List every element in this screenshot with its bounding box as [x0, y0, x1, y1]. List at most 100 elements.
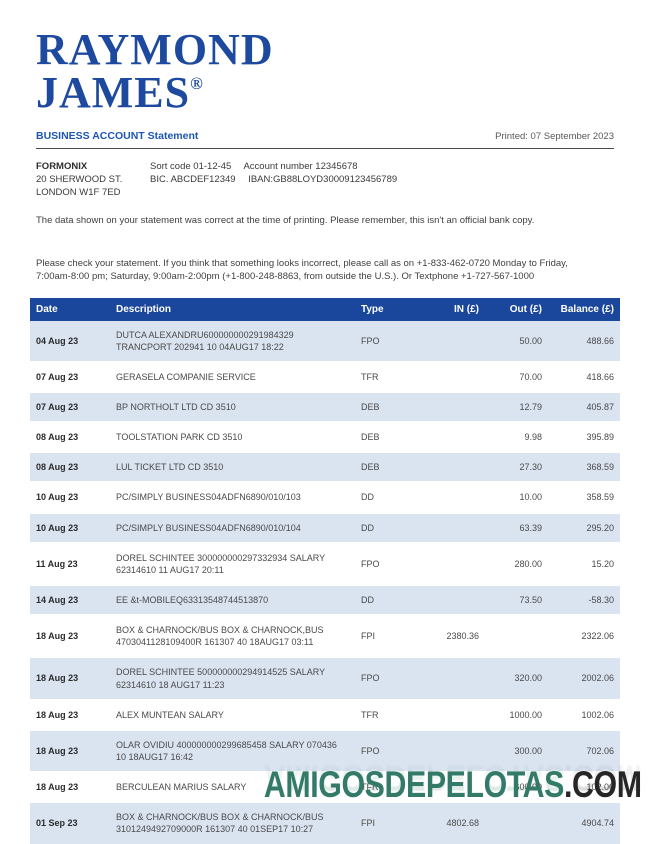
txn-description: PC/SIMPLY BUSINESS04ADFN6890/010/104 [110, 512, 355, 544]
txn-description: BERCULEAN MARIUS SALARY [110, 772, 355, 804]
txn-type: FPO [355, 320, 425, 363]
txn-type: FPI [355, 615, 425, 659]
txn-description: BP NORTHOLT LTD CD 3510 [110, 391, 355, 424]
watermark-brand: AMIGOSDEPELOTAS [264, 764, 565, 805]
table-row: 18 Aug 23 ALEX MUNTEAN SALARY TFR 1000.0… [30, 699, 620, 731]
transactions-body: 04 Aug 23 DUTCA ALEXANDRU600000000291984… [30, 320, 620, 844]
txn-type: DD [355, 584, 425, 617]
txn-type: FPO [355, 542, 425, 586]
statement-title: BUSINESS ACCOUNT Statement [36, 130, 198, 142]
account-number: Account number 12345678 [243, 161, 358, 173]
txn-out: 27.30 [485, 452, 548, 484]
raymond-james-logo: RAYMOND JAMES® [36, 27, 620, 118]
table-row: 10 Aug 23 PC/SIMPLY BUSINESS04ADFN6890/0… [30, 482, 620, 514]
table-row: 18 Aug 23 OLAR OVIDIU 400000000299685458… [30, 729, 620, 774]
col-type: Type [355, 297, 425, 321]
txn-out: 73.50 [485, 584, 548, 617]
txn-description: EE &t-MOBILEQ63313548744513870 [110, 584, 355, 617]
txn-type: DEB [355, 422, 425, 454]
txn-balance: 702.06 [548, 729, 620, 774]
txn-description: LUL TICKET LTD CD 3510 [110, 452, 355, 484]
txn-balance: 395.89 [548, 422, 620, 454]
txn-date: 04 Aug 23 [30, 320, 110, 363]
txn-in [425, 657, 485, 701]
txn-description: GERASELA COMPANIE SERVICE [110, 361, 355, 393]
sort-code-account-line: Sort code 01-12-45 Account number 123456… [150, 161, 407, 174]
txn-description: BOX & CHARNOCK/BUS BOX & CHARNOCK/BUS 31… [110, 802, 355, 844]
txn-out: 280.00 [485, 542, 548, 586]
txn-out: 63.39 [485, 512, 548, 544]
txn-in [425, 391, 485, 424]
txn-balance: 15.20 [548, 542, 620, 586]
txn-date: 07 Aug 23 [30, 391, 110, 424]
table-row: 18 Aug 23 BOX & CHARNOCK/BUS BOX & CHARN… [30, 615, 620, 659]
txn-date: 08 Aug 23 [30, 452, 110, 484]
table-row: 10 Aug 23 PC/SIMPLY BUSINESS04ADFN6890/0… [30, 512, 620, 544]
txn-date: 11 Aug 23 [30, 542, 110, 586]
table-row: 07 Aug 23 BP NORTHOLT LTD CD 3510 DEB 12… [30, 391, 620, 424]
txn-description: DUTCA ALEXANDRU600000000291984329 TRANCP… [110, 320, 355, 363]
txn-type: FPO [355, 657, 425, 701]
txn-description: PC/SIMPLY BUSINESS04ADFN6890/010/103 [110, 482, 355, 514]
printing-disclaimer: The data shown on your statement was cor… [36, 214, 535, 226]
txn-balance: -58.30 [548, 584, 620, 617]
txn-type: DEB [355, 452, 425, 484]
txn-in [425, 584, 485, 617]
txn-balance: 102.06 [548, 772, 620, 804]
registered-mark-icon: ® [190, 74, 203, 94]
txn-date: 07 Aug 23 [30, 361, 110, 393]
statement-title-row: BUSINESS ACCOUNT Statement Printed: 07 S… [36, 130, 614, 142]
txn-type: FPO [355, 729, 425, 774]
txn-in [425, 772, 485, 804]
txn-out: 300.00 [485, 729, 548, 774]
txn-balance: 368.59 [548, 452, 620, 484]
txn-type: DD [355, 512, 425, 544]
logo-line-2: JAMES® [36, 68, 203, 118]
col-date: Date [30, 297, 110, 321]
table-row: 14 Aug 23 EE &t-MOBILEQ63313548744513870… [30, 584, 620, 617]
txn-in [425, 699, 485, 731]
txn-date: 18 Aug 23 [30, 657, 110, 701]
txn-date: 18 Aug 23 [30, 699, 110, 731]
txn-in [425, 542, 485, 586]
txn-balance: 295.20 [548, 512, 620, 544]
watermark-text: AMIGOSDEPELOTAS.COM [264, 764, 642, 806]
account-holder-name: FORMONIX [36, 161, 88, 173]
iban: IBAN:GB88LOYD30009123456789 [248, 174, 398, 186]
txn-out: 10.00 [485, 482, 548, 514]
txn-type: DEB [355, 391, 425, 424]
txn-out: 600.00 [485, 772, 548, 804]
txn-type: TFR [355, 361, 425, 393]
txn-out: 320.00 [485, 657, 548, 701]
bic-iban-line: BIC. ABCDEF12349 IBAN:GB88LOYD3000912345… [150, 174, 407, 187]
txn-description: OLAR OVIDIU 400000000299685458 SALARY 07… [110, 729, 355, 774]
txn-date: 18 Aug 23 [30, 615, 110, 659]
statement-title-bold: BUSINESS ACCOUNT [36, 130, 145, 143]
statement-title-rest: Statement [147, 130, 199, 143]
txn-balance: 405.87 [548, 391, 620, 424]
txn-out: 50.00 [485, 320, 548, 363]
txn-balance: 418.66 [548, 361, 620, 393]
bic: BIC. ABCDEF12349 [150, 174, 236, 186]
account-details: FORMONIX 20 SHERWOOD ST. LONDON W1F 7ED … [36, 161, 614, 199]
table-row: 08 Aug 23 TOOLSTATION PARK CD 3510 DEB 9… [30, 422, 620, 454]
check-statement-note: Please check your statement. If you thin… [36, 257, 568, 283]
table-row: 07 Aug 23 GERASELA COMPANIE SERVICE TFR … [30, 361, 620, 393]
txn-balance: 488.66 [548, 320, 620, 363]
txn-balance: 2322.06 [548, 615, 620, 659]
txn-balance: 2002.06 [548, 657, 620, 701]
txn-in: 2380.36 [425, 615, 485, 659]
site-watermark: AMIGOSDEPELOTAS.COM AMIGOSDEPELOTAS.COM [181, 757, 642, 840]
txn-type: TFR [355, 772, 425, 804]
printed-date: Printed: 07 September 2023 [495, 131, 614, 143]
transactions-table: Date Description Type IN (£) Out (£) Bal… [30, 297, 620, 844]
txn-date: 10 Aug 23 [30, 512, 110, 544]
txn-description: ALEX MUNTEAN SALARY [110, 699, 355, 731]
txn-out: 70.00 [485, 361, 548, 393]
txn-balance: 1002.06 [548, 699, 620, 731]
txn-date: 18 Aug 23 [30, 772, 110, 804]
txn-out [485, 802, 548, 844]
txn-date: 08 Aug 23 [30, 422, 110, 454]
table-row: 01 Sep 23 BOX & CHARNOCK/BUS BOX & CHARN… [30, 802, 620, 844]
txn-date: 10 Aug 23 [30, 482, 110, 514]
